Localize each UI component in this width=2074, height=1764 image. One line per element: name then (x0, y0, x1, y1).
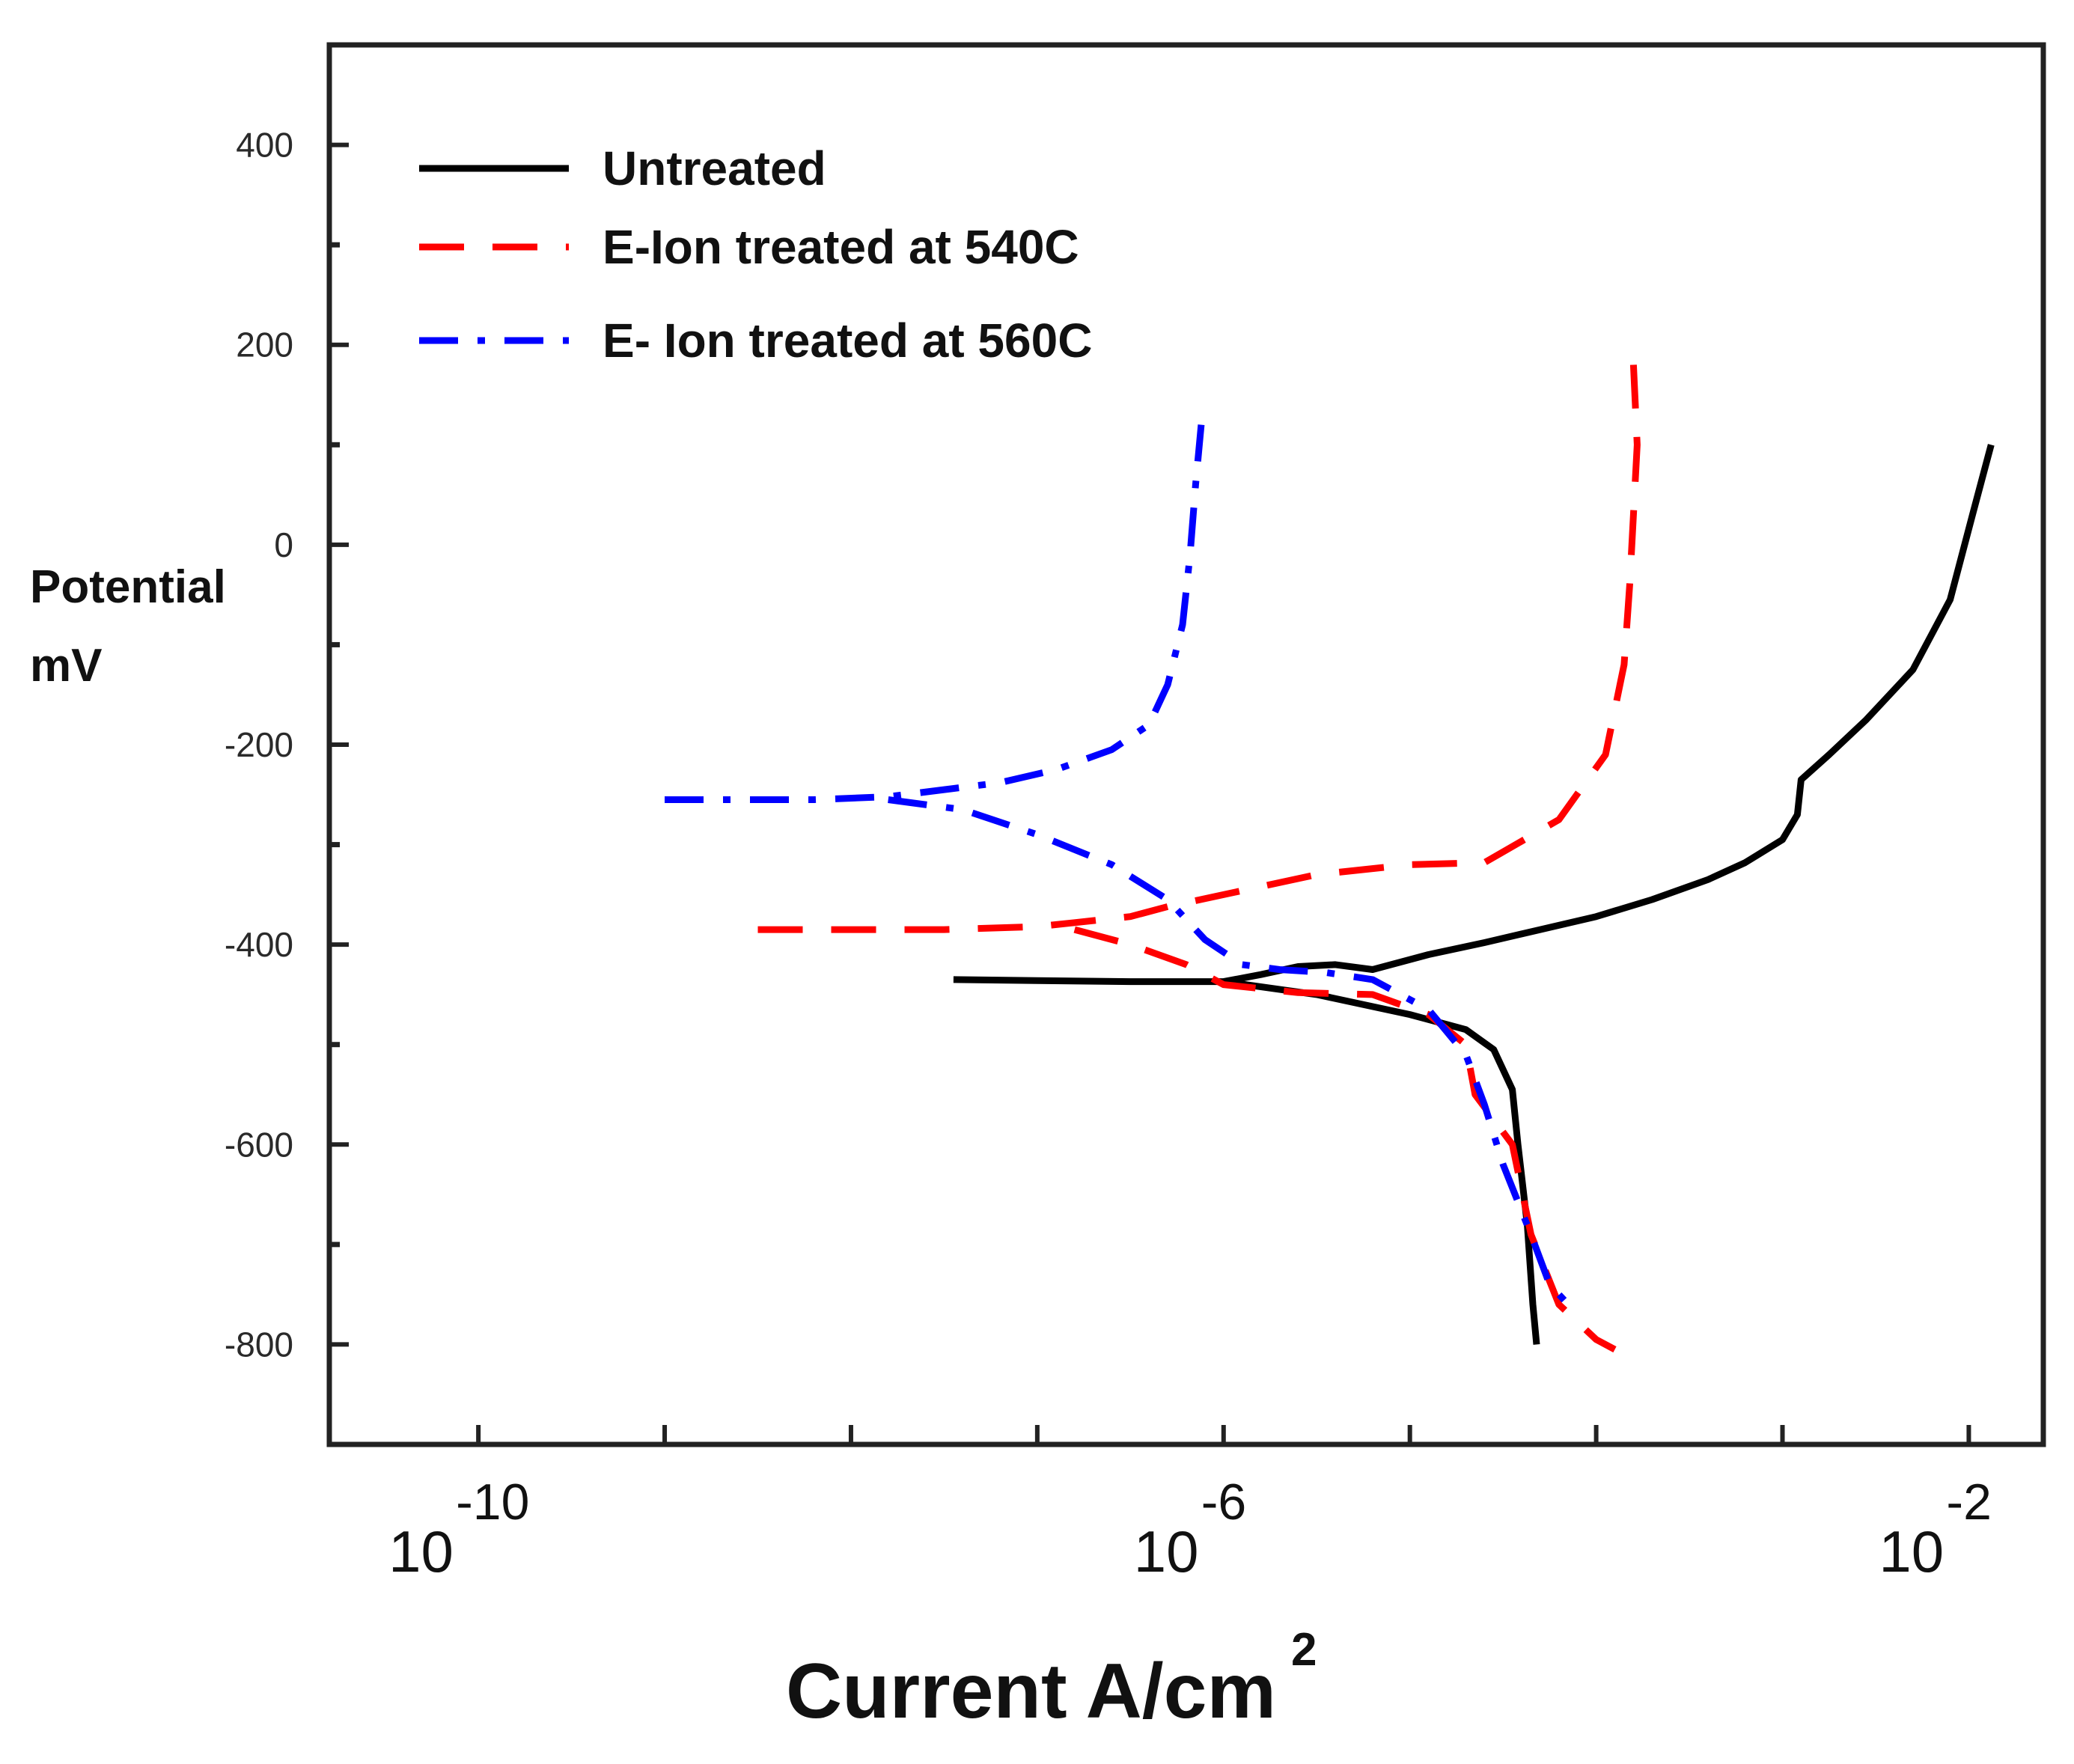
legend-label: E- Ion treated at 560C (603, 314, 1092, 367)
plot-frame (326, 42, 2046, 1447)
y-tick-label: -400 (225, 925, 293, 964)
y-tick-label: -200 (225, 725, 293, 764)
series-line-cathodic (1223, 978, 1540, 1345)
x-decade-label: 10-6 (1134, 1474, 1246, 1584)
x-axis-label-text: Current A/cm (786, 1648, 1276, 1735)
y-axis-label-potential: Potential (30, 561, 226, 613)
x-decade-label: 10-10 (388, 1474, 529, 1584)
series-line-anodic (953, 444, 1995, 986)
y-axis-label-unit: mV (30, 640, 102, 692)
x-axis-label: Current A/cm 2 (786, 1624, 1317, 1735)
y-tick-label: -600 (225, 1125, 293, 1164)
x-decade-label-exponent: -2 (1946, 1474, 1991, 1530)
y-axis-ticks: 400 200 0 -200 -400 -600 -800 (225, 42, 349, 1447)
x-decade-label-base: 10 (1134, 1519, 1199, 1584)
x-decade-label-base: 10 (388, 1519, 454, 1584)
y-tick-label: 0 (274, 525, 293, 564)
series-layer (665, 364, 1995, 1353)
legend: Untreated E-Ion treated at 540C E- Ion tre… (419, 141, 1092, 367)
series-2 (757, 364, 1641, 1353)
x-decade-label-exponent: -10 (456, 1474, 529, 1530)
legend-label: Untreated (603, 141, 826, 195)
y-tick-label: -800 (225, 1325, 293, 1364)
series-3 (665, 424, 1571, 1307)
legend-label: E-Ion treated at 540C (603, 220, 1079, 274)
x-decade-label: 10-2 (1879, 1474, 1991, 1584)
series-line-anodic (665, 424, 1205, 803)
x-decade-label-base: 10 (1879, 1519, 1944, 1584)
y-tick-label: 400 (236, 126, 293, 165)
x-decade-label-exponent: -6 (1201, 1474, 1246, 1530)
series-line-anodic (757, 364, 1641, 933)
series-line-cathodic (888, 796, 1571, 1307)
series-1 (953, 444, 1995, 1345)
y-tick-label: 200 (236, 326, 293, 364)
x-axis-label-exponent: 2 (1291, 1624, 1317, 1676)
